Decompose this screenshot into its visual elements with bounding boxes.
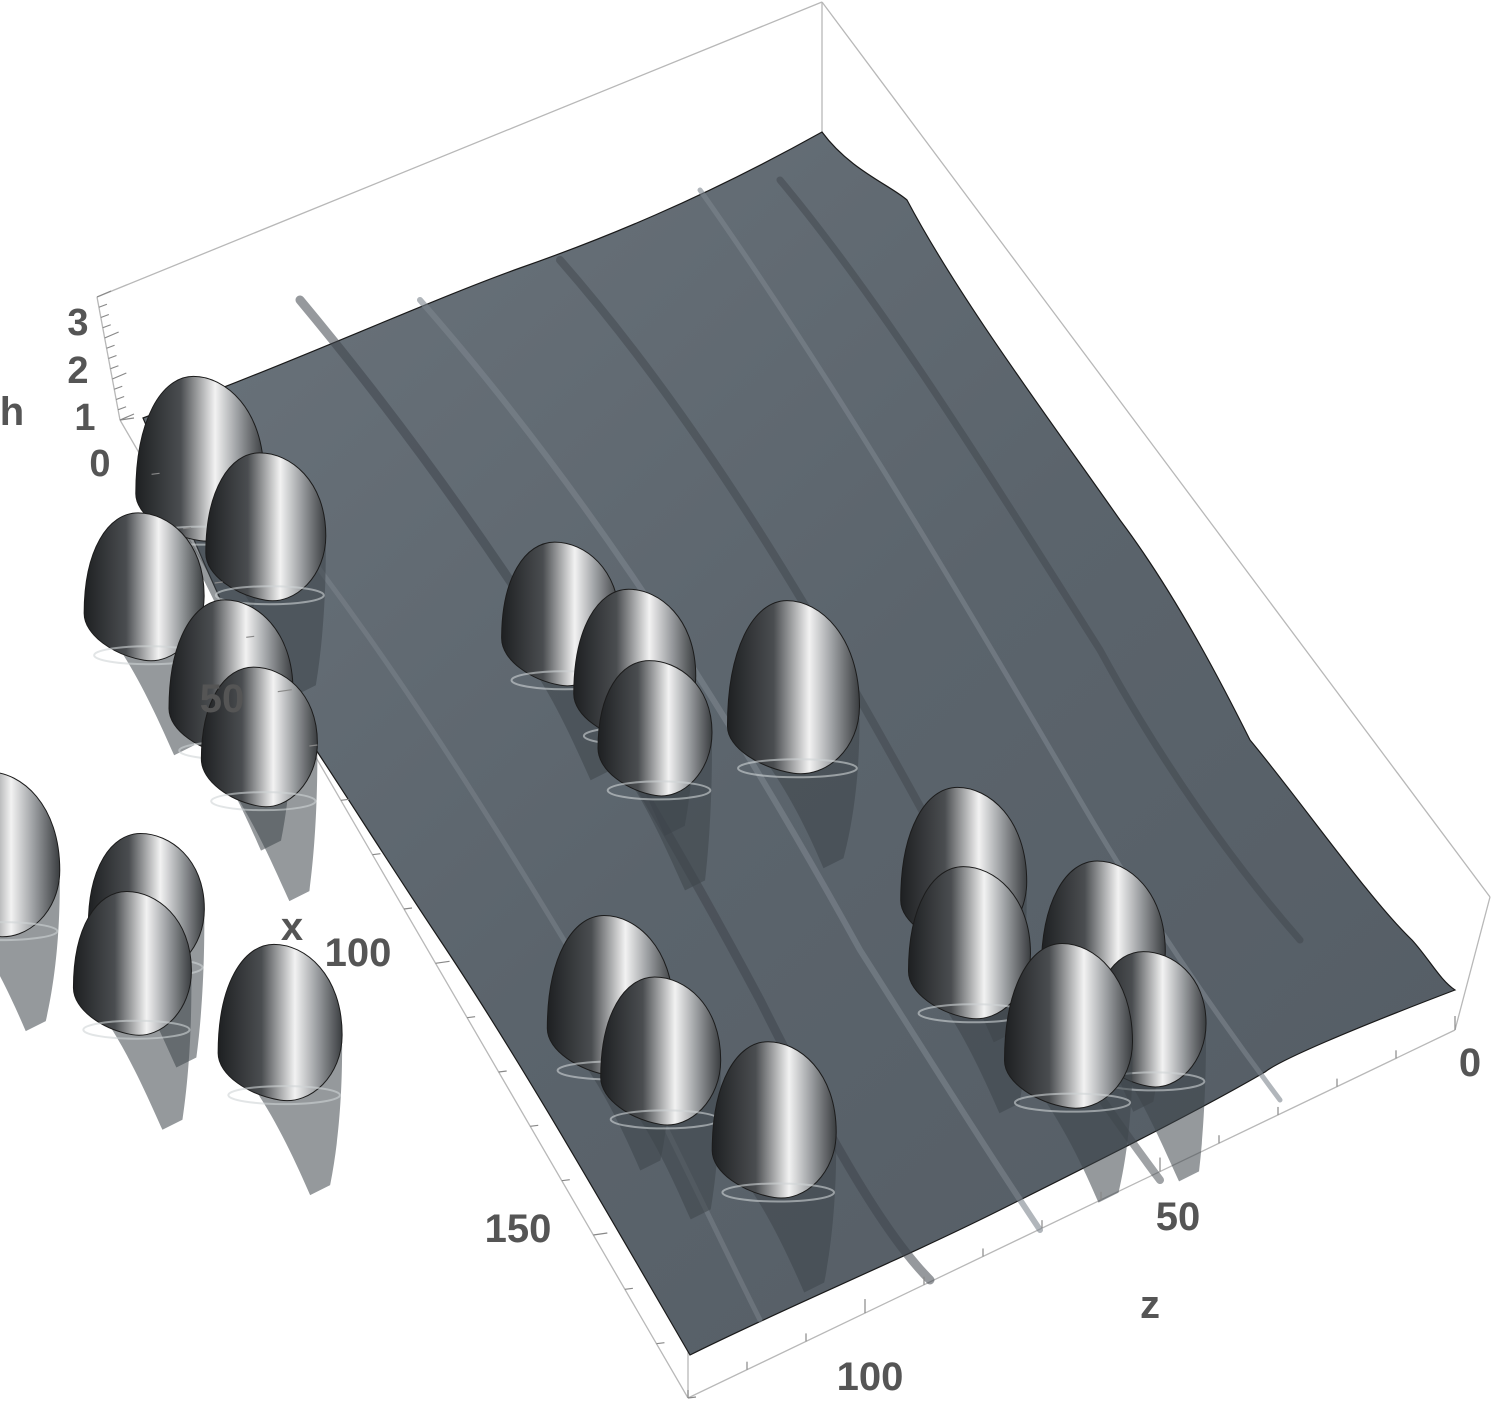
h-axis-label: h	[0, 390, 24, 434]
tick-mark	[246, 635, 255, 638]
peak-rim	[227, 1085, 341, 1106]
ridge	[697, 187, 1283, 1103]
tick-mark	[104, 331, 119, 339]
tick-mark	[119, 413, 135, 421]
tick-mark	[403, 907, 413, 910]
tick-mark	[530, 1124, 539, 1127]
peak	[597, 660, 713, 891]
x-axis: 50 100 150	[200, 677, 552, 1251]
tick-mark	[372, 853, 381, 856]
tick-mark	[624, 1287, 633, 1290]
peak-rim	[214, 585, 325, 606]
peak	[907, 866, 1031, 1114]
tick-mark	[100, 313, 110, 319]
z-tick-label: 0	[1459, 1041, 1481, 1085]
box-edge	[687, 1029, 1456, 1399]
peak-rim	[606, 780, 712, 801]
tick-mark	[498, 1070, 507, 1073]
peak	[217, 943, 343, 1196]
h-tick-label: 2	[67, 350, 88, 392]
peak-body	[83, 512, 205, 662]
peak-body	[907, 866, 1031, 1020]
tick-mark	[435, 960, 450, 964]
ridge	[417, 297, 1043, 1233]
tick-mark	[96, 290, 112, 298]
tick-layer	[96, 290, 1456, 1399]
x-tick-label: 150	[485, 1207, 552, 1251]
h-tick-label: 3	[67, 302, 88, 344]
tick-mark	[108, 354, 117, 360]
peak-body	[0, 772, 61, 938]
peak-body	[200, 666, 318, 808]
peak-rim	[210, 791, 317, 812]
tick-mark	[119, 417, 135, 421]
tick-mark	[214, 581, 223, 584]
peak-body	[597, 660, 713, 797]
peak-rim	[721, 1182, 836, 1203]
x-tick-label: 50	[200, 677, 245, 721]
peak	[0, 772, 61, 1032]
peak-rim	[1013, 1092, 1132, 1113]
peak-body	[711, 1041, 837, 1199]
h-tick-label: 1	[74, 397, 95, 439]
tick-mark	[106, 344, 115, 349]
tick-mark	[593, 1232, 608, 1236]
tick-mark	[656, 1342, 665, 1345]
peak-body	[726, 600, 860, 775]
tick-mark	[117, 406, 127, 411]
tick-mark	[151, 472, 160, 475]
ridge	[776, 176, 1304, 944]
peak-body	[1004, 942, 1134, 1109]
peak	[1004, 942, 1134, 1203]
tick-mark	[340, 798, 349, 801]
tick-mark	[102, 324, 111, 329]
z-tick-label: 100	[837, 1355, 904, 1399]
h-axis: 3 2 1 0	[67, 302, 110, 485]
box-edge	[96, 1, 823, 298]
tick-mark	[687, 1396, 697, 1399]
peak-body	[72, 890, 192, 1036]
box-edge	[1454, 896, 1491, 1031]
box-edge	[821, 1, 1491, 898]
peak	[711, 1041, 837, 1293]
peak	[72, 890, 192, 1130]
peak-rim	[0, 921, 59, 942]
peak-rim	[82, 1019, 191, 1040]
peak-rim	[737, 758, 858, 779]
tick-mark	[112, 372, 127, 380]
tick-mark	[98, 303, 108, 308]
peak	[726, 600, 860, 869]
h-tick-label: 0	[89, 443, 110, 485]
peak-layer	[0, 375, 1207, 1293]
peak	[600, 976, 722, 1220]
tick-mark	[183, 527, 192, 530]
tick-mark	[561, 1179, 570, 1182]
tick-mark	[309, 744, 318, 747]
peak-body	[205, 452, 327, 602]
x-tick-label: 100	[325, 931, 392, 975]
peak-body	[600, 976, 722, 1126]
tick-mark	[467, 1016, 476, 1019]
x-axis-label: x	[281, 905, 303, 949]
z-tick-label: 50	[1156, 1195, 1201, 1239]
z-axis: 0 50 100	[837, 1041, 1482, 1399]
tick-mark	[110, 365, 119, 370]
tick-mark	[115, 395, 125, 401]
tick-mark	[114, 385, 123, 390]
z-axis-label: z	[1140, 1283, 1160, 1327]
peak-body	[217, 943, 343, 1102]
tick-mark	[277, 689, 292, 693]
peak	[200, 666, 318, 902]
